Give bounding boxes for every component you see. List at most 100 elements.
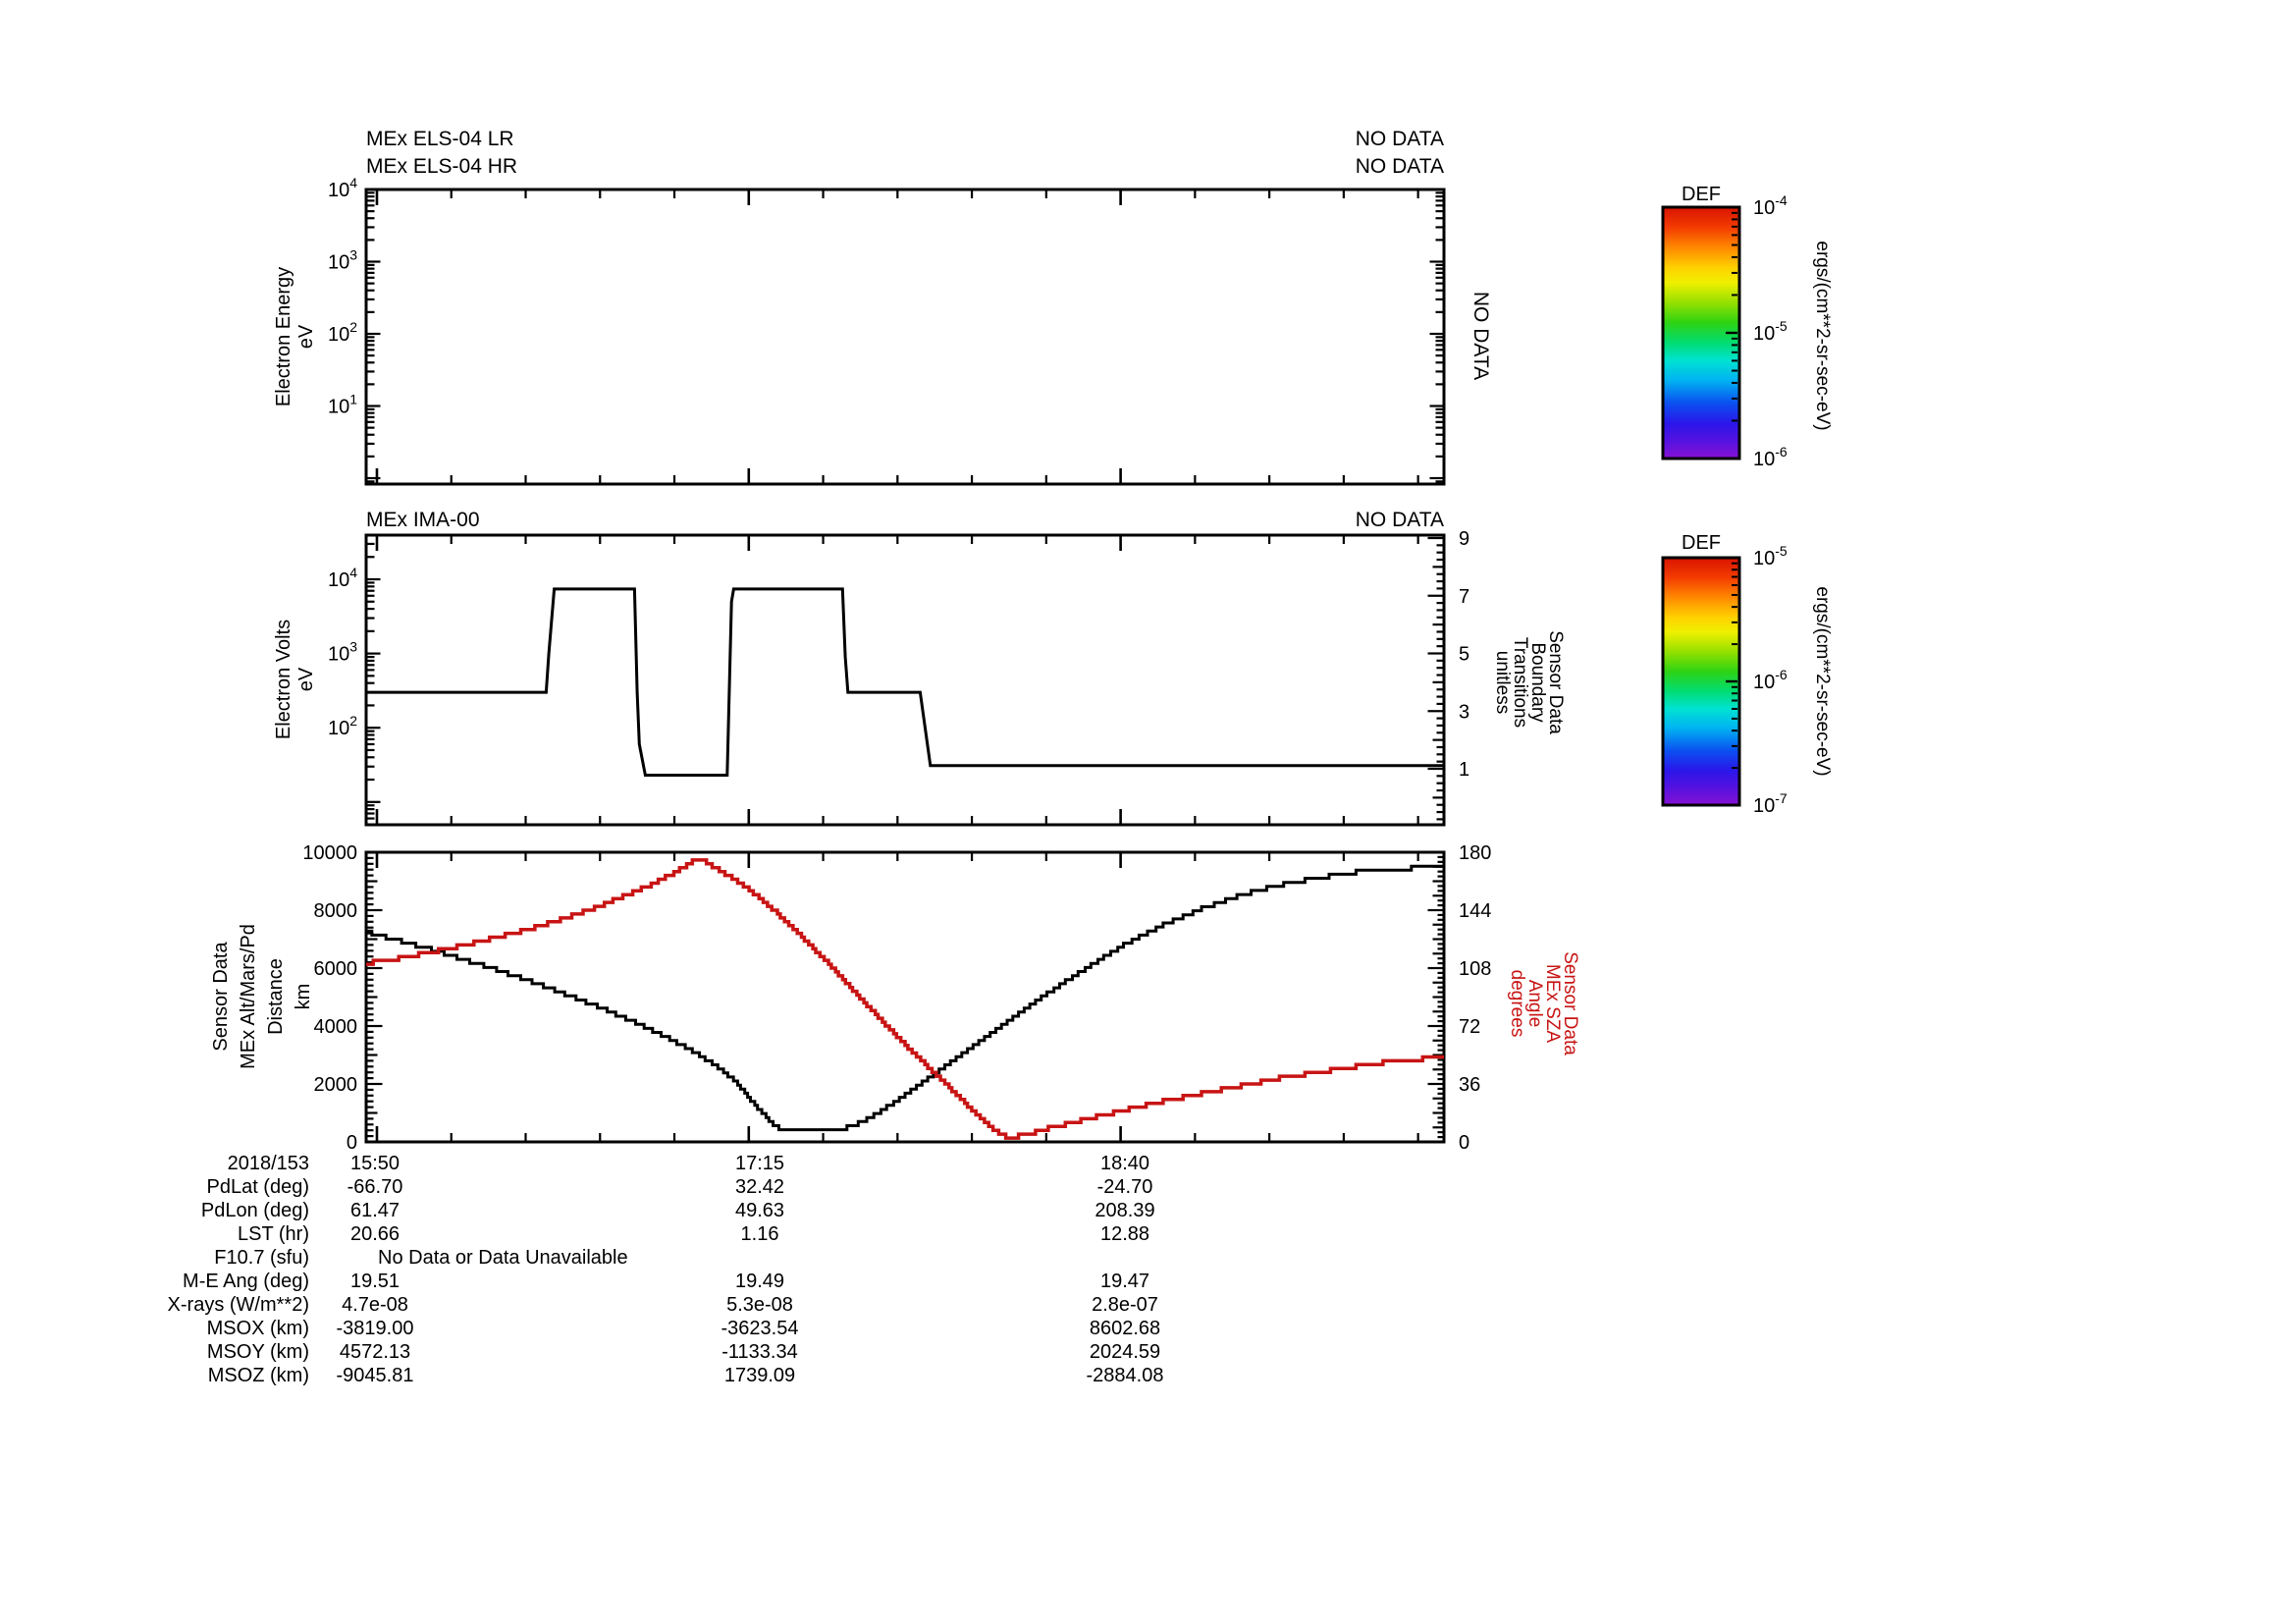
table-row-label-9: MSOZ (km)	[207, 1365, 309, 1386]
panel1-y-axis-label: Electron Energy eV	[273, 267, 318, 406]
svg-text:4000: 4000	[314, 1016, 358, 1038]
svg-text:180: 180	[1459, 842, 1491, 864]
svg-text:102: 102	[328, 713, 357, 739]
table-row-label-3: LST (hr)	[238, 1223, 309, 1245]
table-cell-r6-c2: 2.8e-07	[1092, 1294, 1158, 1316]
table-cell-r3-c2: 12.88	[1099, 1223, 1150, 1245]
colorbar2-unit-label: ergs/(cm**2-sr-sec-eV)	[1812, 586, 1833, 777]
panel2-right-label-line1: Sensor Data	[1545, 630, 1566, 734]
table-row-label-8: MSOY (km)	[206, 1341, 309, 1363]
svg-text:104: 104	[328, 175, 357, 201]
table-cell-r3-c1: 1.16	[740, 1223, 779, 1245]
table-row-label-6: X-rays (W/m**2)	[167, 1294, 309, 1316]
table-cell-r7-c0: -3819.00	[336, 1318, 414, 1339]
panel3-border	[364, 850, 1446, 1144]
table-cell-r1-c1: 32.42	[734, 1176, 785, 1198]
panel3-axis-ticks	[367, 850, 1443, 1144]
panel-frames	[364, 188, 1446, 1144]
panel3-left-label-line1: Sensor Data	[210, 942, 232, 1052]
panel2-ylabel-line1: Electron Volts	[273, 619, 294, 740]
table-cell-r2-c1: 49.63	[734, 1200, 785, 1221]
table-cell-r8-c2: 2024.59	[1089, 1341, 1161, 1363]
svg-text:0: 0	[1459, 1132, 1469, 1154]
time-axis-ticks	[375, 190, 1419, 1141]
table-cell-r5-c1: 19.49	[734, 1271, 785, 1292]
svg-text:103: 103	[328, 639, 357, 666]
table-cell-r8-c1: -1133.34	[721, 1341, 798, 1363]
table-cell-r6-c0: 4.7e-08	[342, 1294, 408, 1316]
colorbar1: 10-4 10-5 10-6	[1661, 192, 1788, 470]
panel2-right-label-line3: Transitions	[1510, 636, 1530, 729]
table-cell-r1-c2: -24.70	[1096, 1176, 1153, 1198]
svg-text:7: 7	[1459, 586, 1469, 608]
panel2-no-data: NO DATA	[1355, 509, 1444, 531]
svg-text:10-7: 10-7	[1753, 790, 1788, 817]
svg-text:108: 108	[1459, 958, 1491, 980]
panel1-ylabel-line2: eV	[295, 324, 317, 350]
table-cell-r6-c1: 5.3e-08	[726, 1294, 793, 1316]
table-cell-r9-c2: -2884.08	[1086, 1365, 1164, 1386]
mex-altitude-trace	[366, 864, 1444, 1132]
panel1-no-data-hr: NO DATA	[1355, 155, 1444, 178]
panel2-y-axis-label: Electron Volts eV	[273, 620, 318, 739]
svg-text:2000: 2000	[314, 1074, 358, 1096]
panel3-right-label-line1: Sensor Data	[1560, 951, 1580, 1055]
table-cell-r8-c0: 4572.13	[339, 1341, 411, 1363]
table-cell-r9-c1: 1739.09	[723, 1365, 796, 1386]
svg-text:3: 3	[1459, 701, 1469, 723]
colorbar2-title: DEF	[1682, 532, 1721, 554]
panel3-right-label-line3: Angle	[1524, 979, 1545, 1028]
panel3-left-label-line3: Distance	[265, 958, 287, 1035]
table-row-label-5: M-E Ang (deg)	[183, 1271, 309, 1292]
svg-text:10-5: 10-5	[1753, 543, 1788, 569]
svg-text:10-5: 10-5	[1753, 318, 1788, 345]
table-cell-r2-c0: 61.47	[349, 1200, 400, 1221]
svg-text:6000: 6000	[314, 958, 358, 980]
panel1-title-hr: MEx ELS-04 HR	[366, 155, 518, 178]
table-row-label-7: MSOX (km)	[206, 1318, 309, 1339]
colorbar1-unit-label: ergs/(cm**2-sr-sec-eV)	[1812, 241, 1833, 431]
table-cell-r0-c1: 17:15	[734, 1153, 785, 1174]
table-cell-r7-c1: -3623.54	[721, 1318, 799, 1339]
panel2-title: MEx IMA-00	[366, 509, 480, 531]
svg-text:5: 5	[1459, 644, 1469, 666]
panel3-right-label-line4: degrees	[1507, 969, 1527, 1038]
panel2-right-label-line4: unitless	[1492, 650, 1513, 715]
table-row-label-1: PdLat (deg)	[206, 1176, 309, 1198]
axis-tick-labels: 104 103 102 101 104 103 102 9 7 5 3 1 0 2000 4000 6000 8…	[302, 175, 1491, 1154]
table-cell-r9-c0: -9045.81	[336, 1365, 414, 1386]
table-cell-r7-c2: 8602.68	[1089, 1318, 1161, 1339]
panel1-title-lr: MEx ELS-04 LR	[366, 128, 514, 150]
panel3-left-label-line2: MEx Alt/Mars/Pd	[238, 924, 259, 1069]
colorbar2: 10-5 10-6 10-7	[1661, 543, 1788, 817]
svg-text:9: 9	[1459, 528, 1469, 550]
panel2-ylabel-line2: eV	[295, 667, 317, 692]
table-cell-r3-c0: 20.66	[349, 1223, 400, 1245]
mex-sza-trace	[366, 858, 1444, 1140]
svg-text:8000: 8000	[314, 900, 358, 922]
panel2-right-label-line2: Boundary	[1527, 642, 1548, 723]
table-row-label-4: F10.7 (sfu)	[214, 1247, 309, 1269]
table-cell-r0-c2: 18:40	[1099, 1153, 1150, 1174]
svg-text:36: 36	[1459, 1074, 1480, 1096]
panel1-border	[364, 188, 1446, 486]
svg-text:10-6: 10-6	[1753, 667, 1788, 693]
table-span-text: No Data or Data Unavailable	[378, 1247, 628, 1269]
panel1-log-ticks	[367, 191, 1443, 483]
svg-text:10-6: 10-6	[1753, 444, 1788, 470]
table-cell-r1-c0: -66.70	[347, 1176, 403, 1198]
panel1-ylabel-line1: Electron Energy	[273, 266, 294, 407]
svg-text:1: 1	[1459, 759, 1469, 781]
panel3-left-label-line4: km	[293, 983, 314, 1010]
table-cell-r5-c2: 19.47	[1099, 1271, 1150, 1292]
panel3-right-label-line2: MEx SZA	[1542, 963, 1563, 1044]
panel1-no-data-side: NO DATA	[1469, 291, 1492, 381]
panel1-no-data-lr: NO DATA	[1355, 128, 1444, 150]
svg-text:10000: 10000	[302, 842, 357, 864]
ima-energy-scan-trace	[366, 587, 1444, 777]
svg-text:72: 72	[1459, 1016, 1480, 1038]
colorbar1-title: DEF	[1682, 184, 1721, 205]
table-row-label-2: PdLon (deg)	[200, 1200, 309, 1221]
